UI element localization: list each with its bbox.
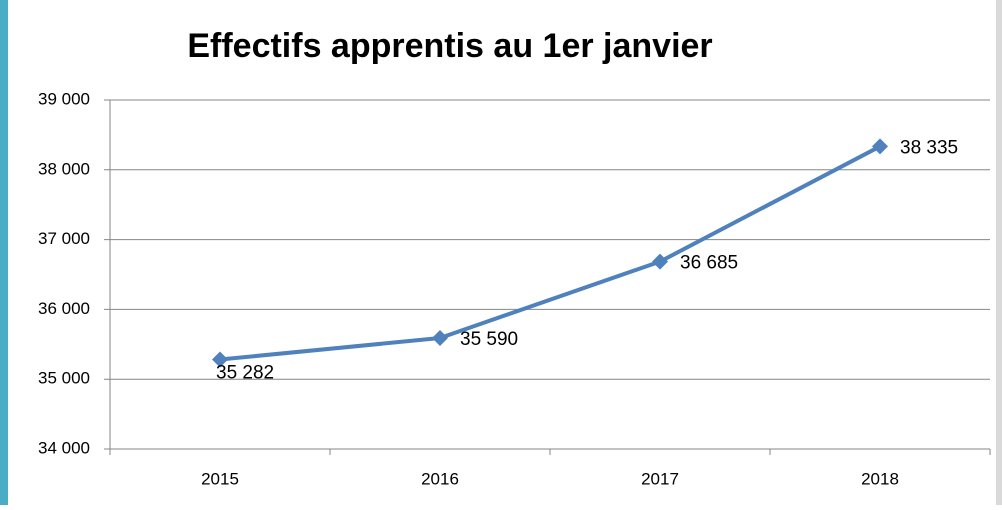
data-label: 36 685 xyxy=(680,253,738,274)
left-border xyxy=(0,0,8,505)
line xyxy=(219,144,881,362)
y-tick-label: 36 000 xyxy=(38,299,90,318)
x-tick-label: 2016 xyxy=(421,469,459,488)
marker xyxy=(872,138,888,155)
x-tick-label: 2015 xyxy=(201,469,239,488)
right-border xyxy=(996,0,1002,505)
y-tick-label: 35 000 xyxy=(38,369,90,388)
chart-title: Effectifs apprentis au 1er janvier xyxy=(187,27,712,65)
data-label: 38 335 xyxy=(900,137,958,158)
y-tick-label: 38 000 xyxy=(38,159,90,178)
marker xyxy=(432,330,448,347)
y-tick-label: 39 000 xyxy=(38,89,90,108)
data-label: 35 282 xyxy=(216,363,274,384)
x-tick-label: 2018 xyxy=(861,469,899,488)
marker xyxy=(212,351,228,368)
x-tick-label: 2017 xyxy=(641,469,679,488)
y-tick-label: 37 000 xyxy=(38,229,90,248)
data-label: 35 590 xyxy=(460,329,518,350)
y-tick-label: 34 000 xyxy=(38,438,90,457)
marker xyxy=(652,253,668,270)
